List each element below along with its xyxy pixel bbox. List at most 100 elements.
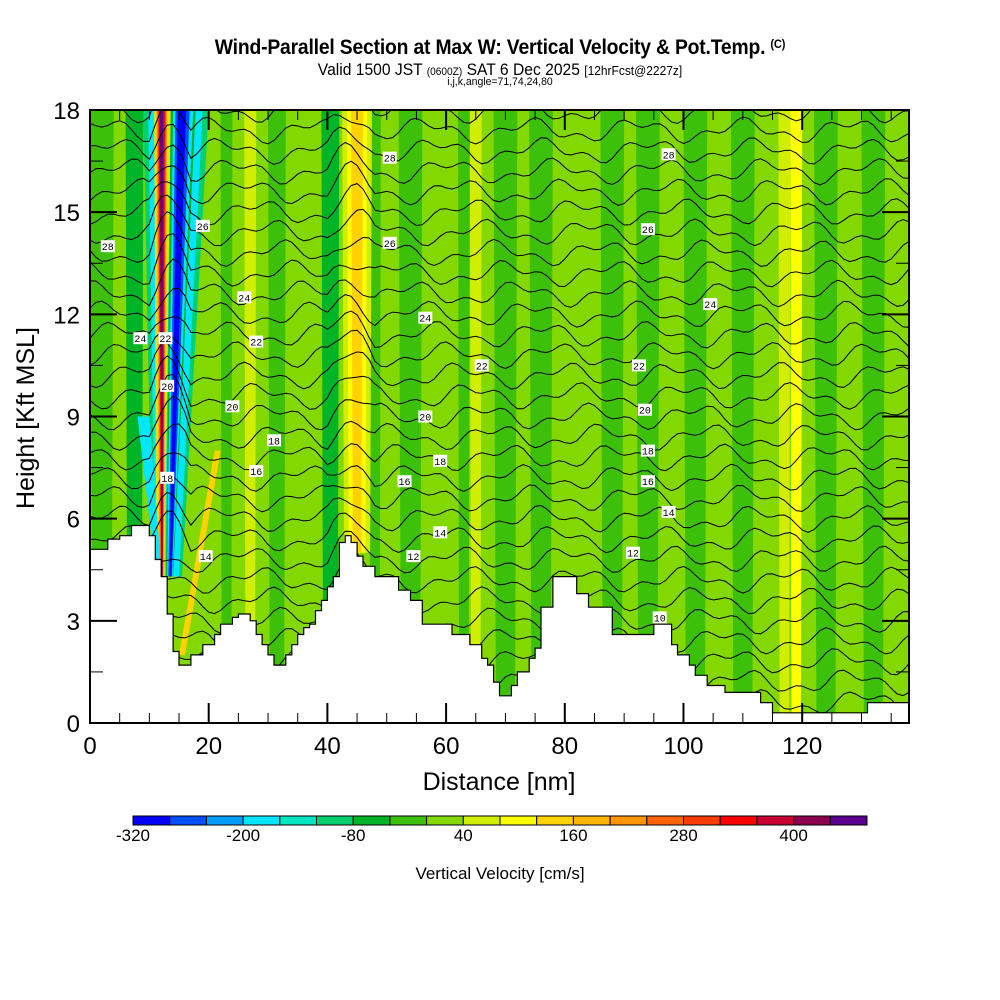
contour-label-text: 14	[663, 509, 675, 520]
colorbar-swatch	[279, 815, 317, 826]
contour-label: 28	[100, 240, 115, 254]
colorbar-title: Vertical Velocity [cm/s]	[415, 864, 585, 883]
contour-label-box	[382, 151, 397, 164]
isentrope-line	[90, 395, 909, 451]
contour-label-text: 22	[633, 362, 645, 373]
contour-label-box	[249, 335, 264, 348]
contour-label-text: 10	[654, 614, 666, 625]
contour-label-box	[237, 291, 252, 304]
contour-label-text: 20	[419, 414, 431, 425]
contour-label-box	[160, 471, 175, 484]
colorbar-tick-label: 40	[453, 826, 473, 845]
isentrope-line	[90, 530, 909, 574]
colorbar-swatch	[499, 815, 538, 826]
colorbar-tick-label: -200	[226, 826, 261, 845]
contour-label-box	[637, 403, 652, 416]
colorbar-swatch	[793, 815, 831, 826]
contour-label-text: 18	[161, 475, 173, 486]
colorbar-swatch	[646, 815, 684, 826]
chart-subtitle: Valid 1500 JST (0600Z) SAT 6 Dec 2025 [1…	[40, 60, 960, 80]
contour-label-text: 20	[639, 407, 651, 418]
contour-label-box	[249, 465, 264, 477]
field-band	[730, 110, 755, 723]
isentrope-line	[90, 211, 909, 267]
contour-label-box	[225, 400, 240, 413]
colorbar-tick-label: 280	[669, 826, 698, 845]
forecast-info: [12hrFcst@2227z]	[584, 63, 683, 78]
field-band	[778, 110, 791, 723]
contour-label-box	[382, 236, 397, 249]
isentrope-line	[90, 452, 909, 492]
contour-label-text: 26	[384, 240, 396, 251]
contour-label-box	[158, 332, 173, 345]
field-band	[321, 110, 340, 723]
contour-label: 24	[133, 332, 148, 346]
contour-label-text: 12	[627, 550, 639, 561]
colorbar-swatch	[316, 815, 354, 826]
field-band	[861, 110, 886, 723]
isentrope-line	[90, 310, 909, 349]
isentrope-line	[90, 473, 909, 513]
contour-label: 22	[474, 359, 489, 373]
y-tick-label: 18	[53, 98, 80, 125]
contour-label-box	[195, 219, 210, 232]
potential-temperature-contours	[90, 110, 909, 717]
field-band	[268, 110, 286, 723]
contour-label-text: 20	[226, 403, 238, 414]
utc-time: (0600Z)	[426, 66, 463, 78]
contour-label-text: 28	[384, 155, 396, 166]
colorbar-tick-label: -80	[340, 826, 366, 845]
field-band	[683, 110, 708, 723]
contour-label: 26	[195, 219, 210, 234]
field-band	[529, 110, 553, 723]
contour-label: 14	[433, 526, 448, 540]
contour-label-text: 18	[268, 437, 280, 448]
contour-label-box	[640, 475, 655, 488]
y-tick-label: 9	[67, 405, 80, 432]
colorbar-swatch	[609, 815, 648, 826]
contour-label-text: 24	[238, 294, 250, 305]
terrain-mask	[90, 524, 909, 723]
contour-label: 24	[703, 298, 718, 312]
colorbar-swatch	[462, 815, 501, 826]
isentrope-line	[90, 141, 909, 186]
contour-label-text: 24	[419, 315, 431, 326]
contour-label: 20	[637, 403, 652, 418]
valid-time: Valid 1500 JST	[317, 60, 423, 79]
contour-label-text: 22	[476, 362, 488, 373]
field-band	[671, 110, 681, 723]
x-tick-label: 60	[433, 733, 460, 760]
contour-label: 14	[661, 505, 676, 520]
field-band	[297, 110, 316, 723]
colorbar-swatch	[205, 815, 244, 826]
contour-label-box	[640, 223, 655, 236]
field-band	[814, 110, 838, 723]
contour-label: 20	[418, 410, 433, 425]
contour-label-box	[133, 332, 148, 345]
contour-label-box	[198, 550, 213, 563]
colorbar-swatch	[683, 815, 721, 826]
x-tick-label: 100	[663, 733, 703, 760]
contour-label: 26	[382, 236, 397, 251]
field-band	[457, 110, 470, 723]
colorbar-swatch	[132, 815, 171, 826]
contour-label-box	[433, 454, 448, 467]
contour-label-box	[267, 434, 281, 447]
isentrope-line	[90, 287, 909, 328]
x-axis-label: Distance [nm]	[423, 768, 576, 796]
colorbar-swatch	[756, 815, 795, 826]
contour-label: 16	[249, 465, 264, 479]
field-band	[244, 110, 257, 723]
isentrope-line	[90, 491, 909, 533]
field-band	[564, 110, 589, 723]
downdraft-tongue	[137, 416, 162, 570]
valid-date: SAT 6 Dec 2025	[466, 60, 580, 79]
colorbar-swatch	[829, 815, 868, 826]
y-tick-label: 6	[67, 507, 80, 534]
contour-label-box	[397, 475, 412, 488]
y-axis-label: Height [Kft MSL]	[12, 327, 40, 509]
x-tick-label: 40	[314, 733, 341, 760]
contour-label-text: 24	[134, 335, 146, 346]
contour-label-box	[632, 359, 646, 372]
contour-label: 22	[249, 335, 264, 350]
